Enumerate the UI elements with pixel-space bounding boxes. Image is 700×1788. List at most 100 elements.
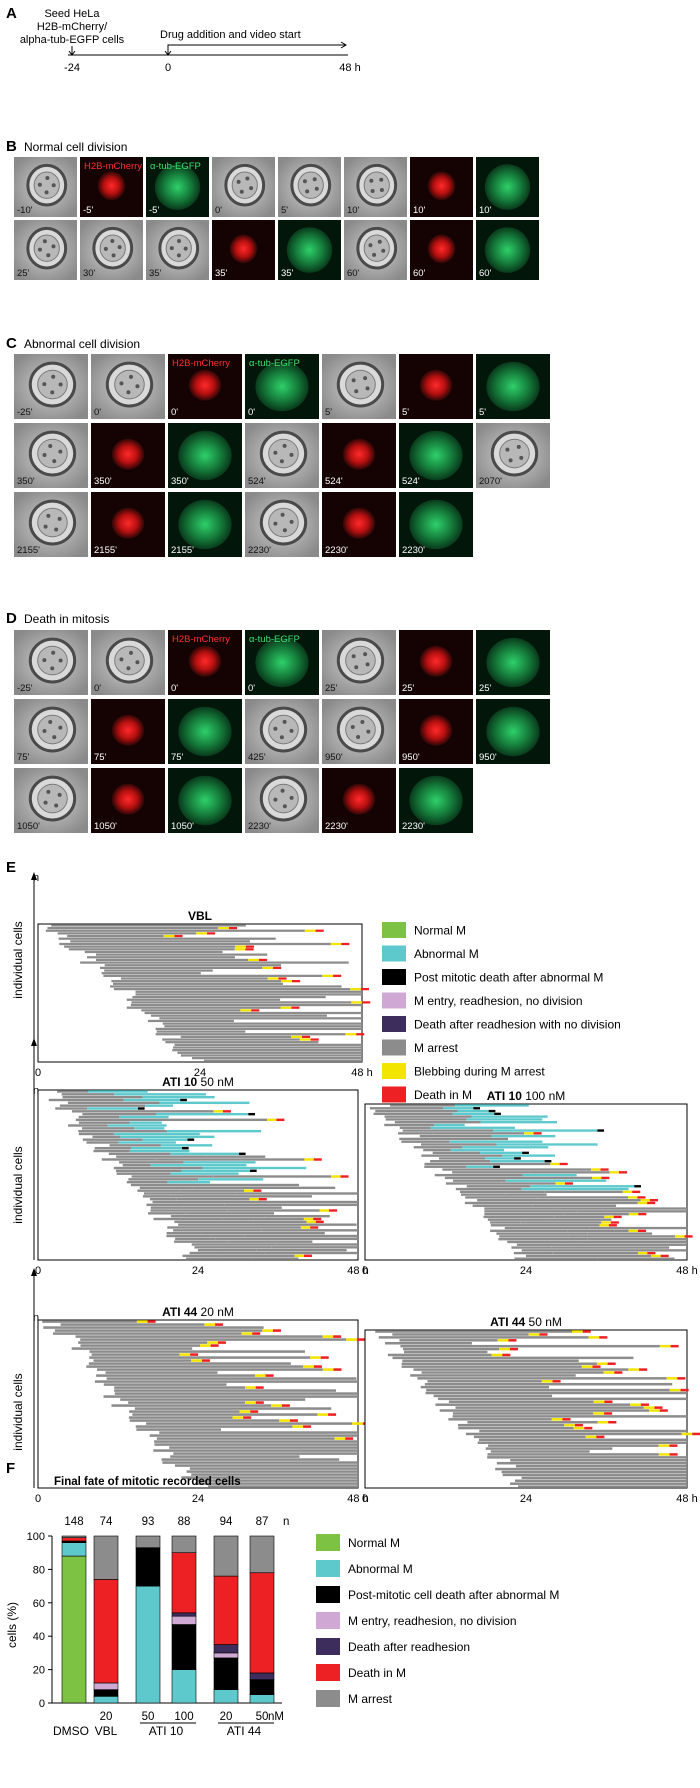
m-arrest-segment: [410, 1374, 576, 1377]
cell-track: [392, 1333, 548, 1336]
granule: [37, 247, 42, 252]
m-arrest-segment: [126, 998, 281, 1001]
legend-item: Post mitotic death after abnormal M: [382, 969, 603, 985]
time-label: 2230': [248, 821, 271, 832]
m-arrest-segment: [433, 1132, 525, 1135]
m-arrest-segment: [149, 1197, 177, 1201]
cell-track: [433, 1394, 553, 1398]
micrograph-phase: 35': [146, 220, 209, 280]
death-in-m-segment: [281, 1404, 290, 1407]
m-arrest-segment: [111, 980, 282, 983]
blebbing-segment: [659, 1344, 671, 1348]
cell-track: [147, 1019, 234, 1023]
cell-track: [122, 1163, 247, 1167]
m-arrest-segment: [567, 1229, 629, 1233]
seed-label-line1: Seed HeLa: [44, 8, 100, 20]
abnormal-m-segment: [87, 1107, 138, 1110]
cell-track: [110, 985, 342, 988]
micrograph-green: 60': [476, 220, 539, 280]
time-label: 35': [281, 268, 294, 279]
abnormal-m-segment: [130, 1146, 182, 1150]
m-arrest-segment: [129, 1410, 240, 1413]
granule: [508, 458, 513, 463]
fate-plot: ATI 10 100 nM 0 24 48 h: [362, 1089, 698, 1277]
n-value: 88: [178, 1516, 191, 1528]
m-arrest-segment: [402, 1347, 500, 1351]
cell-track: [401, 1140, 543, 1143]
cell-nucleus: [345, 369, 376, 400]
time-label: 2230': [248, 545, 271, 556]
m-arrest-segment: [177, 1051, 362, 1054]
cell-track: [390, 1104, 529, 1107]
cell-track: [496, 1461, 687, 1465]
cell-track: [452, 1179, 607, 1182]
legend-label: Death after readhesion with no division: [414, 1018, 621, 1032]
y-axis-label: individual cells: [11, 1146, 25, 1223]
micrograph-green: 1050': [168, 768, 242, 833]
death-in-m-segment: [313, 1158, 322, 1161]
cell-track: [484, 1210, 687, 1213]
cell-track: [153, 1217, 322, 1221]
channel-label: H2B-mCherry: [172, 358, 230, 369]
cell-track: [169, 1446, 358, 1449]
m-arrest-segment: [194, 1246, 272, 1249]
m-arrest-segment: [81, 1127, 135, 1130]
abnormal-m-segment: [430, 1126, 515, 1129]
m-arrest-segment: [496, 1461, 687, 1465]
abnormal-m-segment: [490, 1160, 545, 1163]
blebbing-segment: [244, 1189, 254, 1192]
m-arrest-segment: [152, 1200, 244, 1204]
granule: [46, 789, 51, 794]
micrograph-phase: -10': [14, 157, 77, 217]
cell-track: [421, 1371, 623, 1374]
death-in-m-segment: [637, 1196, 646, 1199]
legend-swatch: [382, 1063, 406, 1079]
granule: [119, 381, 124, 386]
time-label: 75': [94, 752, 107, 763]
blebbing-segment: [491, 1353, 503, 1357]
cell-track: [104, 969, 213, 972]
stacked-bar: [93, 1535, 119, 1704]
chromatin-signal: [427, 234, 456, 264]
panel-a: A Seed HeLa H2B-mCherry/ alpha-tub-EGFP …: [6, 5, 361, 74]
granule: [516, 444, 521, 449]
cell-track: [511, 1246, 670, 1249]
cell-track: [498, 1238, 687, 1241]
cell-track: [82, 1112, 255, 1116]
cell-track: [116, 1172, 239, 1175]
cell-track: [114, 1392, 358, 1395]
cell-nucleus: [297, 171, 324, 199]
cell-track: [401, 1365, 601, 1368]
abnormal-m-segment: [170, 1172, 239, 1175]
m-arrest-segment: [45, 929, 305, 932]
m-arrest-segment: [448, 1400, 594, 1404]
bar-segment: [61, 1542, 87, 1557]
tubulin-signal: [484, 164, 531, 210]
blebbing-segment: [588, 1336, 600, 1339]
abnormal-m-segment: [142, 1138, 188, 1141]
granule: [135, 384, 140, 389]
blebbing-segment: [241, 1332, 253, 1335]
m-arrest-segment: [103, 1395, 358, 1398]
micrograph-green: 10': [476, 157, 539, 217]
granule: [351, 378, 356, 383]
cell-nucleus: [268, 507, 299, 538]
m-arrest-segment: [156, 1030, 246, 1033]
m-arrest-segment: [131, 1175, 214, 1178]
bar-segment: [171, 1552, 197, 1614]
m-arrest-segment: [402, 1129, 494, 1132]
m-arrest-segment: [433, 1394, 553, 1398]
death-in-m-segment: [210, 1344, 219, 1347]
cell-track: [173, 1452, 358, 1455]
m-arrest-segment: [174, 1043, 362, 1046]
bar-segment: [249, 1694, 275, 1704]
cell-track: [84, 950, 223, 954]
micrograph-green: 2230': [399, 768, 473, 833]
post-mitotic-death-segment: [544, 1160, 552, 1163]
granule: [505, 447, 510, 452]
post-mitotic-death-segment: [238, 1152, 246, 1156]
death-in-m-segment: [356, 1338, 365, 1341]
cell-track: [86, 1141, 176, 1144]
bar-segment: [135, 1535, 161, 1548]
chromatin-signal: [427, 171, 456, 201]
